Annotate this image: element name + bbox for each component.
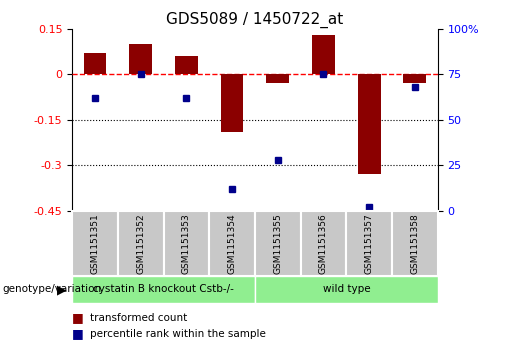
Bar (163, 211, 209, 276)
Bar (255, 211, 301, 276)
Text: ■: ■ (72, 327, 84, 340)
Bar (266, 74, 289, 83)
Text: GSM1151352: GSM1151352 (136, 213, 145, 274)
Bar (209, 211, 255, 276)
Text: GSM1151353: GSM1151353 (182, 213, 191, 274)
Bar (83, 53, 107, 74)
Text: wild type: wild type (322, 285, 370, 294)
Text: cystatin B knockout Cstb-/-: cystatin B knockout Cstb-/- (93, 285, 234, 294)
Text: GSM1151351: GSM1151351 (91, 213, 99, 274)
Bar (118, 211, 163, 276)
Bar (72, 276, 255, 303)
Text: percentile rank within the sample: percentile rank within the sample (90, 329, 266, 339)
Text: ▶: ▶ (57, 283, 67, 296)
Bar (72, 211, 118, 276)
Bar (129, 44, 152, 74)
Text: transformed count: transformed count (90, 313, 187, 323)
Bar (392, 211, 438, 276)
Bar (358, 74, 381, 174)
Text: GSM1151354: GSM1151354 (228, 213, 236, 274)
Title: GDS5089 / 1450722_at: GDS5089 / 1450722_at (166, 12, 344, 28)
Bar (301, 211, 346, 276)
Bar (220, 74, 244, 132)
Bar (346, 211, 392, 276)
Bar (175, 56, 198, 74)
Text: ■: ■ (72, 311, 84, 324)
Text: GSM1151358: GSM1151358 (410, 213, 419, 274)
Text: GSM1151357: GSM1151357 (365, 213, 374, 274)
Bar (312, 35, 335, 74)
Text: GSM1151356: GSM1151356 (319, 213, 328, 274)
Bar (255, 276, 438, 303)
Text: GSM1151355: GSM1151355 (273, 213, 282, 274)
Bar (403, 74, 426, 83)
Text: genotype/variation: genotype/variation (3, 285, 101, 294)
